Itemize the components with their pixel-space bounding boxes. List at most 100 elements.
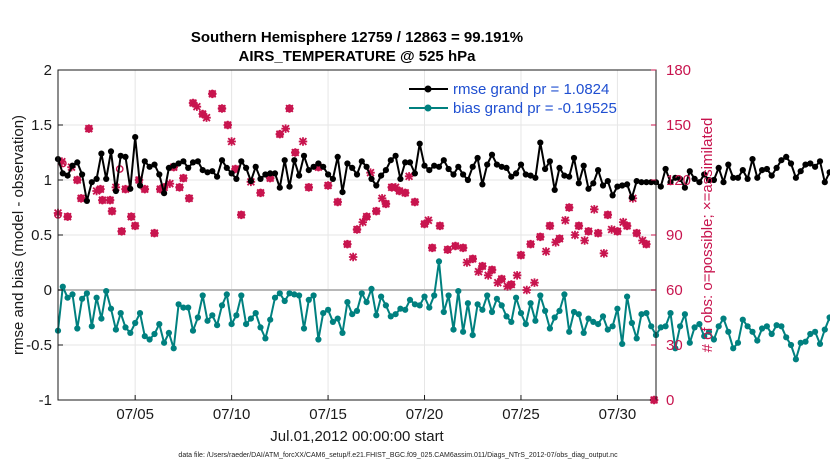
bias-point-104	[556, 308, 562, 314]
bias-point-116	[614, 306, 620, 312]
bias-point-10	[103, 288, 109, 294]
bias-point-39	[243, 321, 249, 327]
legend-rmse-label: rmse grand pr = 1.0824	[453, 81, 609, 98]
obs-assimilated-point-91	[561, 216, 570, 225]
obs-assimilated-point-82	[517, 251, 526, 259]
bias-point-158	[817, 341, 823, 347]
bias-point-129	[677, 323, 683, 329]
obs-assimilated-point-84	[526, 240, 535, 249]
obs-assimilated-point-96	[584, 227, 593, 236]
grid	[58, 70, 656, 400]
bias-point-63	[359, 290, 365, 296]
bias-point-22	[161, 340, 167, 346]
bias-point-5	[79, 296, 85, 302]
rmse-point-138	[720, 179, 726, 185]
bias-point-32	[209, 312, 215, 318]
bias-point-142	[740, 317, 746, 323]
chart-subtitle: AIRS_TEMPERATURE @ 525 hPa	[239, 48, 477, 65]
bias-point-47	[282, 298, 288, 304]
bias-point-79	[436, 258, 442, 264]
x-tick-label-4: 07/25	[502, 406, 540, 423]
rmse-point-93	[503, 165, 509, 171]
rmse-point-87	[475, 155, 481, 161]
bias-point-56	[325, 307, 331, 313]
rmse-point-99	[532, 175, 538, 181]
bias-point-151	[783, 334, 789, 340]
obs-assimilated-point-86	[536, 233, 545, 242]
rmse-point-86	[470, 164, 476, 170]
bias-point-16	[132, 320, 138, 326]
bias-point-15	[127, 330, 133, 336]
obs-assimilated-point-2	[63, 212, 72, 221]
rmse-point-149	[774, 165, 780, 171]
obs-assimilated-point-36	[237, 211, 246, 220]
obs-assimilated-point-57	[382, 200, 391, 209]
rmse-point-39	[243, 165, 249, 171]
obs-assimilated-point-100	[604, 211, 613, 220]
obs-assimilated-point-104	[623, 222, 632, 231]
bias-point-75	[417, 302, 423, 308]
rmse-point-12	[113, 188, 119, 194]
obs-assimilated-point-42	[285, 104, 294, 113]
bias-point-99	[532, 318, 538, 324]
rmse-point-159	[822, 179, 828, 185]
obs-assimilated-point-98	[594, 229, 603, 238]
y-tick-label-0: -1	[39, 392, 52, 409]
obs-assimilated-point-16	[131, 222, 140, 231]
rmse-point-153	[793, 175, 799, 181]
bias-point-29	[195, 314, 201, 320]
obs-assimilated-point-49	[343, 240, 352, 249]
bias-point-41	[253, 310, 259, 316]
bias-point-43	[262, 335, 268, 341]
bias-point-77	[426, 305, 432, 311]
rmse-point-145	[754, 175, 760, 181]
rmse-point-102	[547, 158, 553, 164]
obs-assimilated-point-70	[459, 244, 468, 253]
bias-point-106	[566, 329, 572, 335]
rmse-point-108	[576, 180, 582, 186]
bias-point-33	[214, 322, 220, 328]
bias-point-35	[224, 291, 230, 297]
bias-point-118	[624, 294, 630, 300]
obs-assimilated-point-26	[185, 194, 194, 203]
rmse-point-40	[248, 178, 254, 184]
rmse-point-118	[624, 181, 630, 187]
legend: rmse grand pr = 1.0824 bias grand pr = -…	[409, 81, 617, 117]
obs-assimilated-point-88	[546, 222, 555, 231]
rmse-point-67	[378, 173, 384, 179]
bias-point-27	[185, 305, 191, 311]
rmse-point-57	[330, 176, 336, 182]
obs-assimilated-point-93	[571, 231, 580, 240]
bias-point-150	[778, 323, 784, 329]
bias-point-126	[663, 323, 669, 329]
obs-assimilated-point-85	[530, 278, 539, 287]
rmse-point-80	[441, 157, 447, 163]
rmse-point-27	[185, 165, 191, 171]
bias-point-45	[272, 295, 278, 301]
bias-point-44	[267, 317, 273, 323]
rmse-point-106	[566, 174, 572, 180]
bias-point-12	[113, 327, 119, 333]
bias-point-148	[769, 331, 775, 337]
bias-point-53	[311, 292, 317, 298]
bias-point-17	[137, 310, 143, 316]
obs-assimilated-point-51	[353, 225, 362, 234]
rmse-point-75	[417, 141, 423, 147]
y-tick-label-3: 0.5	[31, 227, 52, 244]
rmse-point-36	[229, 170, 235, 176]
bias-point-93	[503, 313, 509, 319]
rmse-point-139	[725, 162, 731, 168]
bias-point-20	[151, 331, 157, 337]
bias-point-127	[667, 310, 673, 316]
rmse-point-115	[610, 192, 616, 198]
y2-tick-label-1: 30	[666, 337, 683, 354]
rmse-point-65	[368, 176, 374, 182]
rmse-point-110	[585, 186, 591, 192]
rmse-point-34	[219, 157, 225, 163]
bias-point-23	[166, 330, 172, 336]
obs-assimilated-point-41	[281, 124, 290, 133]
obs-assimilated-point-63	[411, 198, 420, 207]
bias-point-42	[257, 324, 263, 330]
